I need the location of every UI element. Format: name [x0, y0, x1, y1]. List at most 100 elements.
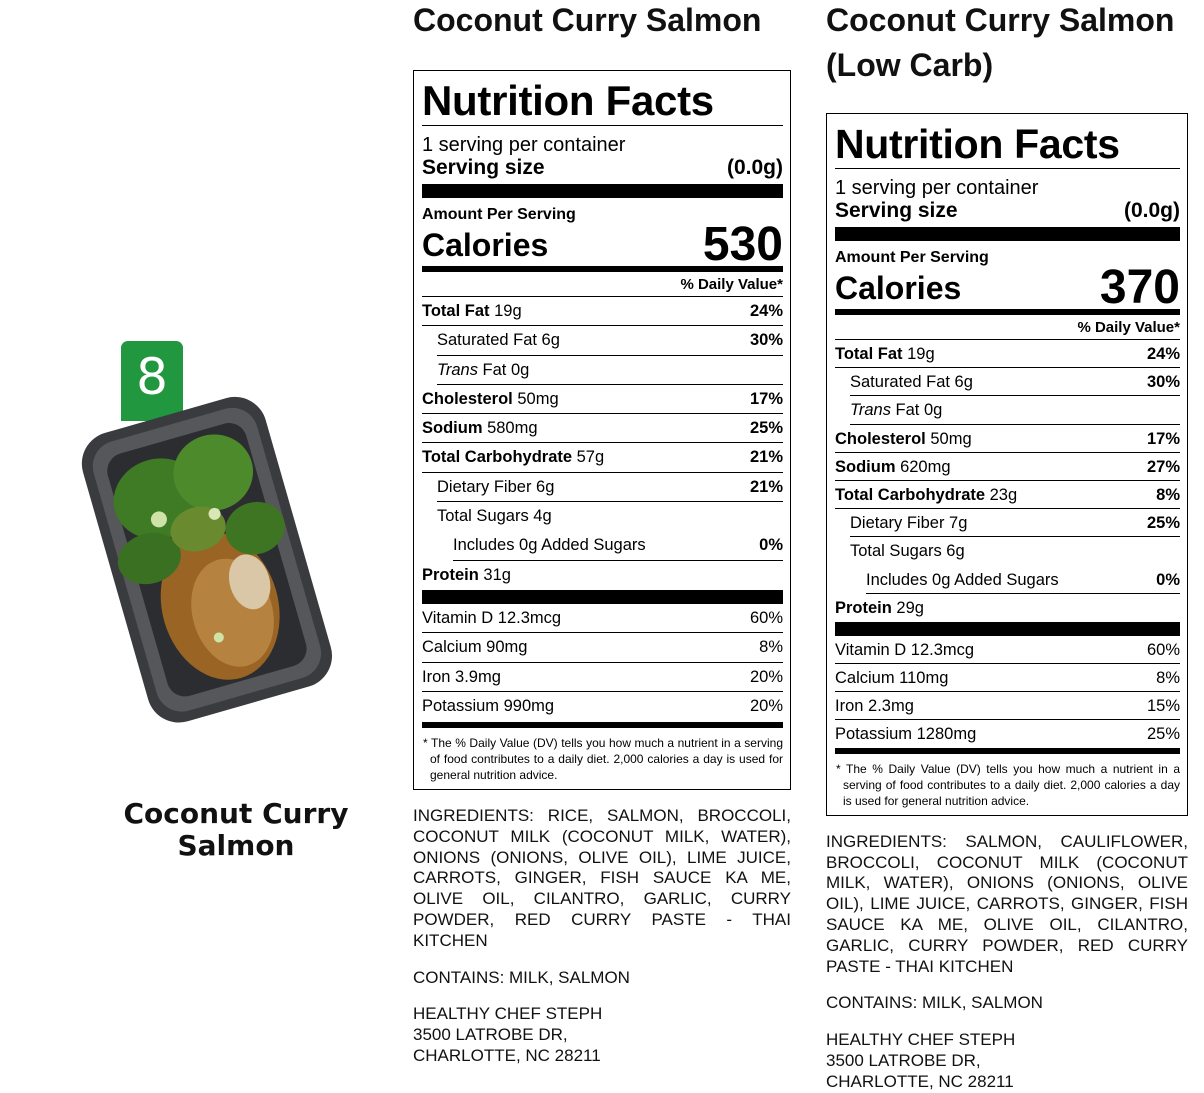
nutrient-name: Total Fat 19g	[835, 340, 935, 367]
nutrient-row: Includes 0g Added Sugars 0%	[453, 531, 783, 561]
nutrient-daily-value: 17%	[749, 389, 783, 408]
nutrient-name: Trans Fat 0g	[437, 356, 529, 384]
address-line: CHARLOTTE, NC 28211	[826, 1071, 1014, 1091]
nutrient-name: Dietary Fiber 6g	[437, 473, 554, 501]
nutrient-daily-value: 0%	[1156, 570, 1180, 589]
product-title: Coconut Curry Salmon	[413, 2, 762, 38]
product-name-line: Coconut Curry	[123, 797, 349, 830]
ingredients-block: INGREDIENTS: SALMON, CAULIFLOWER, BROCCO…	[826, 832, 1188, 1093]
label-column: Nutrition Facts 1 serving per container …	[826, 113, 1188, 1093]
nutrient-row: Cholesterol 50mg 17%	[422, 385, 783, 415]
nutrient-amount: Includes 0g Added Sugars	[866, 570, 1059, 589]
nutrient-daily-value: 21%	[749, 448, 783, 467]
nutrient-name-bold: Sodium	[835, 457, 896, 476]
nutrient-name-italic: Trans	[437, 360, 478, 379]
nutrient-name-bold: Sodium	[422, 419, 483, 438]
divider-medium	[835, 309, 1180, 315]
nutrient-amount: Total Sugars 4g	[437, 507, 552, 526]
nutrient-row: Total Fat 19g 24%	[422, 297, 783, 327]
nutrient-name: Total Sugars 6g	[850, 537, 965, 565]
nutrient-row: Protein 31g	[422, 561, 783, 590]
allergens-text: CONTAINS: MILK, SALMON	[826, 993, 1043, 1013]
serving-size-value: (0.0g)	[726, 156, 783, 179]
vitamin-name: Iron 2.3mg	[835, 696, 914, 715]
nutrient-daily-value: 21%	[749, 477, 783, 496]
vitamin-row: Vitamin D 12.3mcg 60%	[422, 604, 783, 634]
nutrient-daily-value: 27%	[1146, 457, 1180, 476]
nutrient-name: Total Sugars 4g	[437, 502, 552, 531]
nutrient-amount: 29g	[891, 598, 924, 617]
vitamin-row: Calcium 90mg 8%	[422, 633, 783, 663]
allergens-text: CONTAINS: MILK, SALMON	[413, 967, 630, 987]
amount-per-serving: Amount Per Serving	[422, 206, 576, 223]
nutrient-list: Total Fat 19g 24% Saturated Fat 6g 30% Trans…	[422, 297, 783, 590]
vitamin-name: Potassium 1280mg	[835, 724, 977, 743]
nutrient-daily-value: 30%	[1146, 373, 1180, 392]
vitamin-name: Potassium 990mg	[422, 697, 555, 716]
nutrient-daily-value: 0%	[759, 536, 783, 555]
nutrient-amount: Dietary Fiber 7g	[850, 514, 968, 533]
nutrient-daily-value: 24%	[1146, 345, 1180, 363]
address-line: HEALTHY CHEF STEPH	[413, 1004, 603, 1024]
nutrient-amount: Fat 0g	[477, 360, 530, 379]
serving-size-label: Serving size	[835, 199, 958, 222]
nutrient-name-bold: Cholesterol	[422, 389, 513, 408]
nutrient-name: Cholesterol 50mg	[835, 425, 972, 452]
manufacturer-address: HEALTHY CHEF STEPH 3500 LATROBE DR, CHARLO…	[826, 1030, 1188, 1092]
nutrient-name-bold: Protein	[422, 565, 479, 584]
nutrient-row: Protein 29g	[835, 594, 1180, 622]
nutrient-daily-value: 24%	[749, 302, 783, 320]
divider-medium	[422, 266, 783, 272]
nutrient-daily-value: 30%	[749, 331, 783, 350]
serving-size-value: (0.0g)	[1123, 199, 1180, 222]
nutrient-name: Total Carbohydrate 23g	[835, 481, 1017, 508]
nutrient-amount: Saturated Fat 6g	[850, 373, 973, 392]
serving-size: Serving size (0.0g)	[835, 199, 1180, 223]
nutrient-daily-value: 25%	[1146, 514, 1180, 533]
divider-medium	[835, 747, 1180, 754]
servings-per-container: 1 serving per container	[422, 134, 626, 156]
nutrient-amount: 620mg	[895, 457, 951, 476]
nutrient-name-bold: Cholesterol	[835, 429, 926, 448]
nutrient-row: Saturated Fat 6g 30%	[850, 368, 1180, 397]
nutrition-facts-heading: Nutrition Facts	[422, 77, 783, 126]
address-line: 3500 LATROBE DR,	[826, 1051, 981, 1071]
servings-per-container: 1 serving per container	[835, 177, 1039, 199]
nutrient-row: Includes 0g Added Sugars 0%	[866, 566, 1180, 594]
vitamin-row: Potassium 990mg 20%	[422, 692, 783, 722]
vitamin-list: Vitamin D 12.3mcg 60% Calcium 90mg 8% Iron 3…	[422, 604, 783, 722]
product-image: 8	[75, 338, 335, 723]
vitamin-daily-value: 60%	[1146, 640, 1180, 659]
vitamin-daily-value: 25%	[1146, 724, 1180, 743]
nutrient-name: Trans Fat 0g	[850, 396, 942, 423]
ingredients-block: INGREDIENTS: RICE, SALMON, BROCCOLI, COC…	[413, 806, 791, 1067]
nutrient-name-bold: Protein	[835, 598, 892, 617]
vitamin-name: Iron 3.9mg	[422, 667, 501, 686]
nutrition-facts-heading: Nutrition Facts	[835, 120, 1180, 169]
vitamin-name: Calcium 110mg	[835, 668, 949, 687]
calories-value: 530	[702, 218, 783, 271]
nutrient-amount: 57g	[572, 448, 605, 467]
nutrient-row: Dietary Fiber 6g 21%	[437, 473, 783, 503]
divider-thick	[422, 589, 783, 604]
divider-thick	[422, 184, 783, 198]
nutrient-amount: 50mg	[512, 389, 559, 408]
vitamin-daily-value: 60%	[749, 608, 783, 627]
vitamin-name: Vitamin D 12.3mcg	[422, 608, 562, 627]
nutrient-name: Dietary Fiber 7g	[850, 509, 967, 536]
divider-thick	[835, 621, 1180, 636]
product-name: Coconut Curry Salmon	[90, 798, 382, 862]
ingredients-text: INGREDIENTS: RICE, SALMON, BROCCOLI, COC…	[413, 805, 791, 950]
product-title: Coconut Curry Salmon	[826, 2, 1175, 38]
amount-per-serving: Amount Per Serving	[835, 249, 989, 266]
daily-value-header: % Daily Value*	[422, 274, 783, 297]
vitamin-daily-value: 15%	[1146, 696, 1180, 715]
vitamin-name: Vitamin D 12.3mcg	[835, 640, 975, 659]
nutrient-row: Total Carbohydrate 57g 21%	[422, 443, 783, 473]
serving-size-label: Serving size	[422, 156, 545, 179]
badge-number: 8	[136, 348, 168, 406]
calories-value: 370	[1099, 261, 1180, 314]
serving-size: Serving size (0.0g)	[422, 156, 783, 180]
daily-value-header: % Daily Value*	[835, 317, 1180, 340]
manufacturer-address: HEALTHY CHEF STEPH 3500 LATROBE DR, CHARLO…	[413, 1004, 791, 1066]
